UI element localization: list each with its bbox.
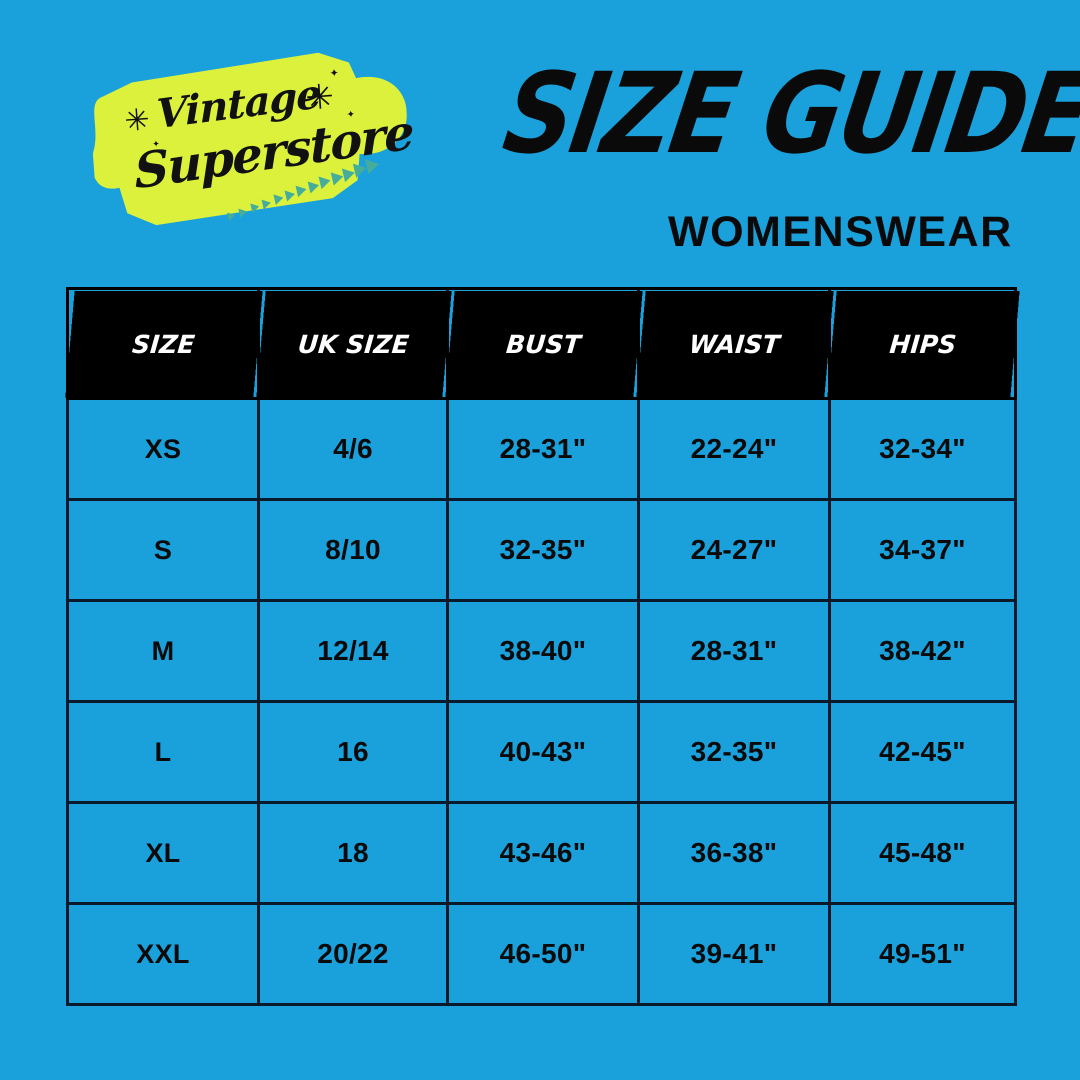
cell-hips: 42-45" (828, 700, 1017, 804)
table-header-row: SIZE UK SIZE BUST WAIST HIPS (62, 288, 1021, 399)
cell-hips: 34-37" (828, 498, 1017, 602)
table-row: M 12/14 38-40" 28-31" 38-42" (66, 599, 1017, 703)
column-header-waist: WAIST (633, 288, 835, 399)
cell-size: M (66, 599, 260, 703)
sparkle-star-left-icon: ✳ (123, 102, 151, 140)
cell-hips: 32-34" (828, 397, 1017, 501)
cell-waist: 22-24" (637, 397, 831, 501)
cell-waist: 39-41" (637, 902, 831, 1006)
cell-uk-size: 4/6 (257, 397, 449, 501)
page-subtitle: WOMENSWEAR (668, 208, 1013, 256)
cell-size: XXL (66, 902, 260, 1006)
column-header-hips: HIPS (824, 288, 1021, 399)
column-header-uk: UK SIZE (253, 288, 453, 399)
cell-bust: 40-43" (446, 700, 640, 804)
page-title: SIZE GUIDE (495, 48, 1080, 179)
table-row: XXL 20/22 46-50" 39-41" 49-51" (66, 902, 1017, 1006)
cell-uk-size: 8/10 (257, 498, 449, 602)
column-header-bust: BUST (442, 288, 644, 399)
badge-ticket-shape (92, 52, 407, 226)
cell-size: XL (66, 801, 260, 905)
table-row: XL 18 43-46" 36-38" 45-48" (66, 801, 1017, 905)
table-row: S 8/10 32-35" 24-27" 34-37" (66, 498, 1017, 602)
table-row: XS 4/6 28-31" 22-24" 32-34" (66, 397, 1017, 501)
cell-waist: 28-31" (637, 599, 831, 703)
size-chart-table: SIZE UK SIZE BUST WAIST HIPS XS 4/6 28-31"… (62, 287, 1021, 1006)
cell-hips: 45-48" (828, 801, 1017, 905)
column-header-size: SIZE (62, 288, 264, 399)
cell-uk-size: 12/14 (257, 599, 449, 703)
table-row: L 16 40-43" 32-35" 42-45" (66, 700, 1017, 804)
cell-waist: 24-27" (637, 498, 831, 602)
sparkle-dot-a-icon: ✦ (329, 66, 340, 80)
cell-bust: 46-50" (446, 902, 640, 1006)
logo-badge: ✳ ✳ ✦ ✦ ✦ Vintage Superstore (86, 41, 414, 232)
cell-waist: 32-35" (637, 700, 831, 804)
cell-size: XS (66, 397, 260, 501)
cell-uk-size: 18 (257, 801, 449, 905)
cell-hips: 38-42" (828, 599, 1017, 703)
cell-size: S (66, 498, 260, 602)
cell-bust: 32-35" (446, 498, 640, 602)
cell-hips: 49-51" (828, 902, 1017, 1006)
cell-uk-size: 20/22 (257, 902, 449, 1006)
cell-size: L (66, 700, 260, 804)
cell-bust: 28-31" (446, 397, 640, 501)
cell-uk-size: 16 (257, 700, 449, 804)
cell-bust: 38-40" (446, 599, 640, 703)
cell-waist: 36-38" (637, 801, 831, 905)
cell-bust: 43-46" (446, 801, 640, 905)
